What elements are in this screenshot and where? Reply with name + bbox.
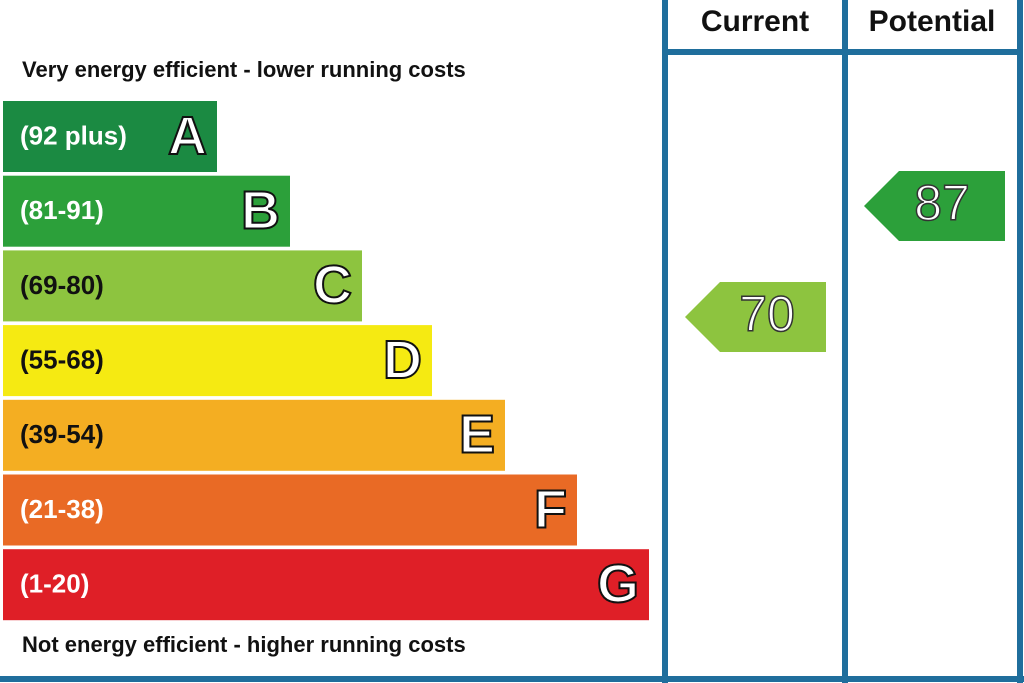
band-letter: E [459, 405, 495, 465]
band-range: (21-38) [20, 494, 104, 524]
band-bar [3, 325, 432, 397]
band-range: (39-54) [20, 419, 104, 449]
potential-header: Potential [869, 5, 996, 38]
band-range: (81-91) [20, 195, 104, 225]
current-value: 70 [739, 286, 795, 342]
band-letter: C [313, 255, 352, 315]
band-letter: B [241, 180, 280, 240]
band-bar [3, 250, 362, 322]
band-bar [3, 101, 217, 172]
band-bar [3, 549, 649, 621]
band-bar [3, 399, 505, 471]
band-bar [3, 474, 577, 546]
current-header: Current [701, 5, 809, 38]
bands: (92 plus) A (81-91) B (69-80) C (55-68) D (39-54… [3, 101, 649, 621]
band-letter: A [168, 106, 207, 166]
current-arrow [685, 282, 826, 352]
potential-value: 87 [914, 175, 970, 231]
top-note: Very energy efficient - lower running co… [22, 57, 466, 82]
band-range: (92 plus) [20, 120, 127, 150]
band-letter: F [534, 479, 567, 539]
band-range: (55-68) [20, 344, 104, 374]
band-range: (1-20) [20, 569, 89, 599]
band-range: (69-80) [20, 270, 104, 300]
potential-arrow [864, 171, 1005, 241]
band-letter: D [383, 330, 422, 390]
bottom-note: Not energy efficient - higher running co… [22, 632, 466, 657]
band-letter: G [597, 554, 639, 614]
band-bar [3, 175, 290, 247]
